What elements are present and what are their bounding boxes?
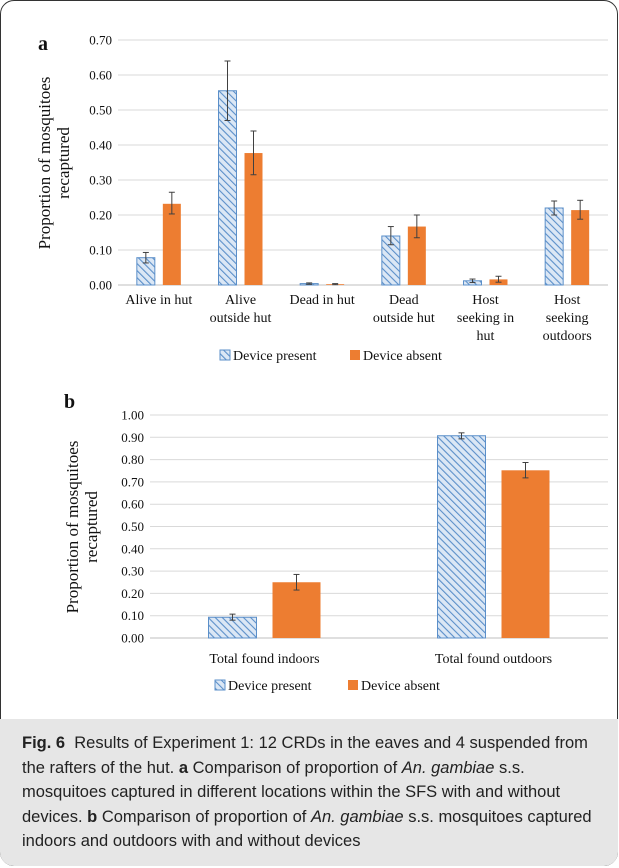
x-category-label-line: Host [472,293,499,308]
caption-panel-b-text: Comparison of proportion of [101,807,307,826]
y-tick-label: 0.20 [121,586,144,601]
y-axis-title: Proportion of mosquitoesrecaptured [35,77,73,250]
y-tick-label: 0.40 [121,541,144,556]
x-category-label: Total found indoors [209,652,319,667]
caption-panel-a-text-2: s.s. mosquitoes captured in different lo… [22,758,561,826]
figure-number: Fig. 6 [22,734,66,752]
x-category-label-line: Host [554,293,581,308]
chart-panel-a: a 0.00 0.10 0.20 0.30 0.40 0.50 0.60 0.70 Proport… [35,33,608,364]
x-category-label: Alive in hut [125,293,192,308]
y-tick-label: 0.40 [89,138,112,153]
x-category-label-line: Dead in hut [290,293,355,308]
y-tick-label: 1.00 [121,408,144,423]
y-tick-label: 0.10 [89,243,112,258]
y-axis-title-line: Proportion of mosquitoes [63,441,82,614]
y-tick-label: 0.00 [121,631,144,646]
caption-panel-a-label: a [178,758,189,777]
caption-species-b: An. gambiae [310,807,404,826]
x-category-label-line: Alive in hut [125,293,192,308]
figure-caption: Fig. 6 Results of Experiment 1: 12 CRDs … [22,731,608,854]
caption-intro: Results of Experiment 1: 12 CRDs in the … [22,734,588,777]
y-tick-label: 0.50 [121,519,144,534]
legend-swatch-device-absent [348,680,358,690]
x-category-label-line: seeking [546,311,589,326]
y-tick-label: 0.30 [89,173,112,188]
y-tick-label: 0.90 [121,430,144,445]
caption-panel-b-text-2: s.s. mosquitoes captured indoors and out… [22,807,592,851]
x-category-label-line: outside hut [210,311,272,326]
x-category-label: Dead in hut [290,293,355,308]
figure-charts: a 0.00 0.10 0.20 0.30 0.40 0.50 0.60 0.70 Proport… [35,33,608,694]
x-category-label: Host seeking in hut [457,293,514,344]
y-tick-label: 0.80 [121,452,144,467]
legend-swatch-device-present [219,349,231,361]
y-tick-label: 0.00 [89,278,112,293]
legend-label: Device present [228,679,312,694]
y-tick-label: 0.70 [89,33,112,48]
x-category-label-line: Alive [225,293,256,308]
x-category-label-line: Total found outdoors [435,652,552,667]
legend-label: Device absent [361,679,440,694]
legend-swatch-device-absent [350,350,360,360]
x-category-label-line: seeking in [457,311,514,326]
x-category-label: Host seeking outdoors [543,293,592,344]
bar-device-absent [162,203,181,285]
caption-panel-a-text: Comparison of proportion of [192,758,398,777]
x-category-label-line: hut [477,329,495,344]
x-category-label-line: outdoors [543,329,592,344]
y-tick-label: 0.70 [121,474,144,489]
y-tick-label: 0.30 [121,564,144,579]
bar-device-absent [407,226,426,285]
panel-label-b: b [64,391,75,413]
y-tick-label: 0.60 [89,68,112,83]
chart-panel-b: b 0.00 0.10 0.20 0.30 0.40 0.50 0.60 0.70 0.80 0.9… [63,391,608,694]
caption-species-a: An. gambiae [401,758,495,777]
bar-device-absent [501,470,550,638]
legend-label: Device absent [363,349,442,364]
bar-device-present [437,435,486,639]
y-tick-label: 0.50 [89,103,112,118]
x-category-label: Dead outside hut [373,293,435,326]
y-axis-title-line: recaptured [82,491,101,563]
x-category-label: Total found outdoors [435,652,552,667]
y-axis-title: Proportion of mosquitoesrecaptured [63,441,101,614]
x-category-label-line: outside hut [373,311,435,326]
y-tick-label: 0.60 [121,497,144,512]
panel-label-a: a [38,33,48,55]
y-axis-title-line: Proportion of mosquitoes [35,77,54,250]
legend-swatch-device-present [214,679,226,691]
y-tick-label: 0.20 [89,208,112,223]
x-category-label-line: Dead [389,293,419,308]
bar-device-absent [571,210,590,285]
x-category-label-line: Total found indoors [209,652,319,667]
legend-label: Device present [233,349,317,364]
caption-panel-b-label: b [87,807,98,826]
bar-device-absent [272,582,321,638]
x-category-label: Alive outside hut [210,293,272,326]
bar-device-present [544,207,564,286]
y-tick-label: 0.10 [121,608,144,623]
bar-device-absent [244,153,263,285]
y-axis-title-line: recaptured [54,127,73,199]
